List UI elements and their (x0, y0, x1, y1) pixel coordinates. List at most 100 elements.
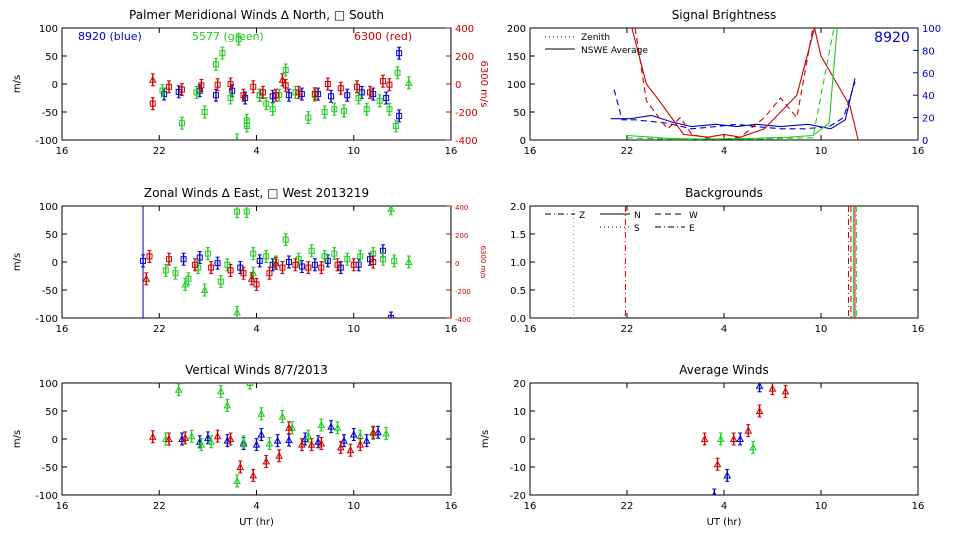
data-point (388, 315, 395, 318)
legend-label: W (689, 211, 698, 221)
data-point (239, 437, 248, 445)
y-tick-label: 100 (39, 379, 58, 390)
legend-label: N (634, 211, 641, 221)
data-point (349, 430, 358, 438)
y-tick-label: -50 (42, 286, 58, 297)
data-point (723, 471, 732, 479)
data-point (252, 440, 261, 448)
y-tick-label: 0 (520, 435, 526, 446)
data-point (333, 423, 342, 431)
data-point (165, 434, 173, 442)
legend-label: E (689, 224, 695, 234)
data-point (353, 83, 360, 90)
data-point (208, 264, 215, 271)
x-tick-label: 4 (253, 324, 259, 335)
y-tick-label: -100 (35, 491, 58, 502)
data-point (142, 274, 151, 282)
data-point (229, 87, 236, 94)
data-point (311, 90, 318, 97)
data-point (246, 383, 254, 386)
data-point (148, 75, 157, 83)
data-point (331, 250, 338, 257)
data-point (278, 75, 287, 83)
data-point (366, 89, 373, 96)
data-point (379, 78, 386, 85)
y2-axis-label: 6300 m/s (478, 61, 489, 108)
data-point (165, 256, 172, 263)
x-tick-label: 22 (153, 146, 166, 157)
plot-area (610, 28, 859, 140)
y-tick-label: 50 (45, 230, 58, 241)
x-tick-label: 22 (153, 324, 166, 335)
data-point (149, 100, 156, 107)
data-point (235, 36, 242, 43)
data-point (181, 280, 190, 288)
data-point (383, 95, 390, 101)
y-axis-label: m/s (480, 430, 491, 448)
data-point (285, 92, 292, 99)
data-point (324, 81, 331, 87)
y-tick-label: 50 (513, 108, 526, 119)
data-point (311, 261, 318, 268)
data-point (165, 83, 172, 90)
plot-area (700, 383, 790, 495)
y-tick-label: 2.0 (510, 202, 526, 213)
data-point (298, 91, 305, 98)
data-point (314, 437, 322, 445)
y-tick-label: 200 (507, 24, 526, 35)
data-point (174, 385, 183, 393)
data-point (392, 123, 399, 129)
data-point (321, 253, 328, 260)
data-point (240, 270, 247, 277)
y2-tick-label: 400 (455, 204, 468, 212)
x-tick-label: 16 (912, 324, 925, 335)
x-tick-label: 16 (912, 501, 925, 512)
data-point (331, 106, 338, 113)
data-point (755, 383, 764, 389)
data-point (243, 208, 250, 215)
legend-label: 6300 (red) (354, 30, 412, 43)
x-tick-label: 16 (56, 501, 69, 512)
data-point (755, 406, 764, 414)
y2-tick-label: 0 (455, 260, 459, 268)
data-point (257, 430, 266, 438)
data-point (315, 91, 322, 98)
series-line (610, 78, 856, 130)
chart-title: Palmer Meridional Winds ∆ North, □ South (129, 8, 384, 22)
legend-label: NSWE Average (581, 46, 648, 56)
y-tick-label: 0.5 (510, 286, 526, 297)
y-tick-label: 20 (513, 379, 526, 390)
y-tick-label: 0.0 (510, 314, 526, 325)
data-point (240, 92, 247, 99)
data-point (355, 95, 362, 101)
data-point (247, 274, 256, 282)
data-point (369, 428, 378, 436)
data-point (304, 432, 313, 440)
data-point (324, 257, 331, 264)
x-tick-label: 22 (621, 501, 634, 512)
legend-label: 5577 (green) (192, 30, 264, 43)
data-point (214, 260, 221, 267)
x-tick-label: 10 (347, 501, 360, 512)
x-tick-label: 16 (445, 324, 458, 335)
data-point (370, 91, 377, 98)
y-tick-label: 0 (52, 435, 58, 446)
data-point (212, 61, 219, 68)
data-point (159, 87, 166, 94)
data-point (713, 460, 722, 468)
data-point (234, 135, 240, 140)
y2-tick-label: 80 (922, 46, 935, 57)
x-tick-label: 10 (347, 324, 360, 335)
data-point (298, 440, 306, 448)
y-tick-label: 0 (520, 136, 526, 147)
data-point (716, 434, 725, 442)
data-point (172, 270, 179, 277)
legend-label: Zenith (581, 33, 610, 43)
data-point (196, 254, 203, 261)
data-point (700, 434, 709, 442)
data-point (265, 439, 274, 447)
data-point (233, 476, 241, 484)
data-point (307, 440, 316, 448)
x-tick-label: 16 (445, 501, 458, 512)
